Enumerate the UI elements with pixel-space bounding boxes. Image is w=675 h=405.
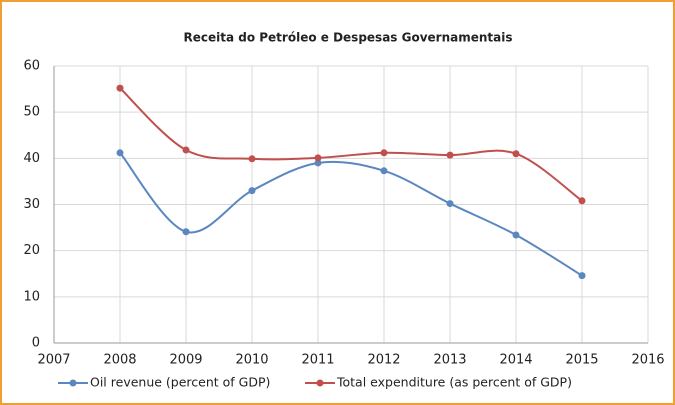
legend-marker [316,379,324,387]
chart-title: Receita do Petróleo e Despesas Govername… [183,31,512,45]
point [380,149,388,157]
legend-label: Oil revenue (percent of GDP) [90,375,270,390]
point [248,155,256,163]
x-tick-label: 2014 [499,353,532,368]
legend-label: Total expenditure (as percent of GDP) [336,375,572,390]
point [116,84,124,92]
point [314,154,322,162]
x-tick-label: 2013 [433,353,466,368]
point [512,150,520,158]
x-tick-label: 2008 [103,353,136,368]
y-tick-label: 0 [32,336,40,351]
point [578,197,586,205]
x-tick-label: 2015 [565,353,598,368]
y-tick-label: 10 [23,289,40,304]
point [512,231,520,239]
point [182,228,190,236]
legend-marker [69,379,77,387]
point [248,187,256,195]
point [578,272,586,280]
point [446,151,454,159]
x-tick-label: 2016 [631,353,664,368]
y-tick-label: 60 [23,59,40,74]
x-tick-label: 2010 [235,353,268,368]
x-tick-label: 2012 [367,353,400,368]
point [446,200,454,208]
point [116,149,124,157]
point [182,146,190,154]
point [314,159,322,167]
x-tick-label: 2007 [37,353,70,368]
y-tick-label: 40 [23,151,40,166]
y-tick-label: 30 [23,197,40,212]
y-tick-label: 20 [23,243,40,258]
x-tick-label: 2011 [301,353,334,368]
x-tick-label: 2009 [169,353,202,368]
point [380,167,388,175]
y-tick-label: 50 [23,105,40,120]
